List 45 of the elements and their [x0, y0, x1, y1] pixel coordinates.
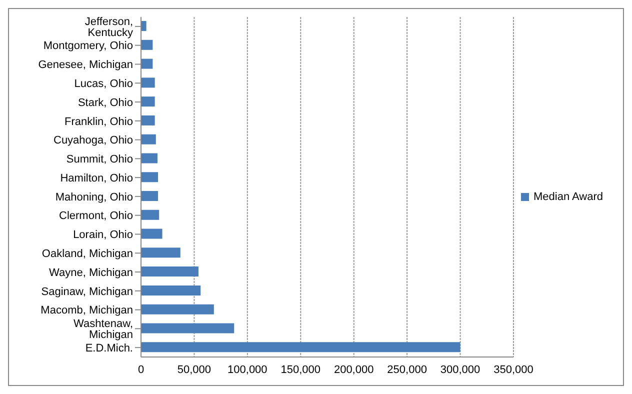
- bar: [141, 342, 460, 352]
- bar: [141, 153, 158, 164]
- y-tick-label: Clermont, Ohio: [59, 210, 133, 222]
- x-tick-label: 100,000: [228, 364, 268, 376]
- y-tick-label: Genesee, Michigan: [38, 59, 133, 72]
- bar: [141, 323, 234, 334]
- x-tick-label: 50,000: [177, 364, 212, 376]
- x-tick-label: 250,000: [387, 364, 427, 376]
- bar: [141, 248, 180, 258]
- y-tick-label: Oakland, Michigan: [42, 248, 133, 260]
- y-tick-label: E.D.Mich.: [85, 342, 133, 354]
- y-tick-label: Summit, Ohio: [66, 154, 133, 166]
- y-tick-label: Montgomery, Ohio: [43, 40, 133, 52]
- y-tick-label: Lorain, Ohio: [73, 229, 133, 242]
- y-tick-label: Mahoning, Ohio: [55, 191, 133, 204]
- bar: [141, 115, 155, 126]
- bar: [141, 191, 158, 201]
- y-tick-label: Wayne, Michigan: [49, 266, 133, 279]
- bar: [141, 21, 146, 31]
- y-tick-label: Franklin, Ohio: [64, 116, 133, 128]
- bar: [141, 228, 162, 239]
- x-tick-label: 150,000: [280, 364, 321, 376]
- x-tick-label: 200,000: [334, 364, 374, 376]
- y-tick-label: Hamilton, Ohio: [60, 172, 133, 184]
- bar: [141, 40, 153, 50]
- bar: [141, 172, 158, 182]
- legend-label: Median Award: [533, 191, 603, 203]
- bar: [141, 266, 198, 277]
- y-tick-label: Jefferson, Kentucky: [84, 16, 134, 39]
- x-tick-label: 0: [138, 364, 144, 376]
- bar: [141, 58, 153, 69]
- bar: [141, 285, 201, 296]
- bar: [141, 134, 156, 144]
- bar: [141, 78, 155, 88]
- y-tick-label: Washtenaw, Michigan: [73, 318, 133, 342]
- x-tick-label: 350,000: [494, 364, 534, 376]
- bar: [141, 210, 160, 220]
- x-tick-label: 300,000: [440, 364, 480, 376]
- y-tick-label: Lucas, Ohio: [74, 78, 133, 90]
- bar: [141, 96, 155, 107]
- y-tick-label: Saginaw, Michigan: [41, 286, 133, 298]
- y-tick-label: Macomb, Michigan: [40, 304, 133, 317]
- y-tick-label: Cuyahoga, Ohio: [54, 134, 133, 147]
- bar: [141, 304, 214, 314]
- y-tick-label: Stark, Ohio: [78, 96, 133, 109]
